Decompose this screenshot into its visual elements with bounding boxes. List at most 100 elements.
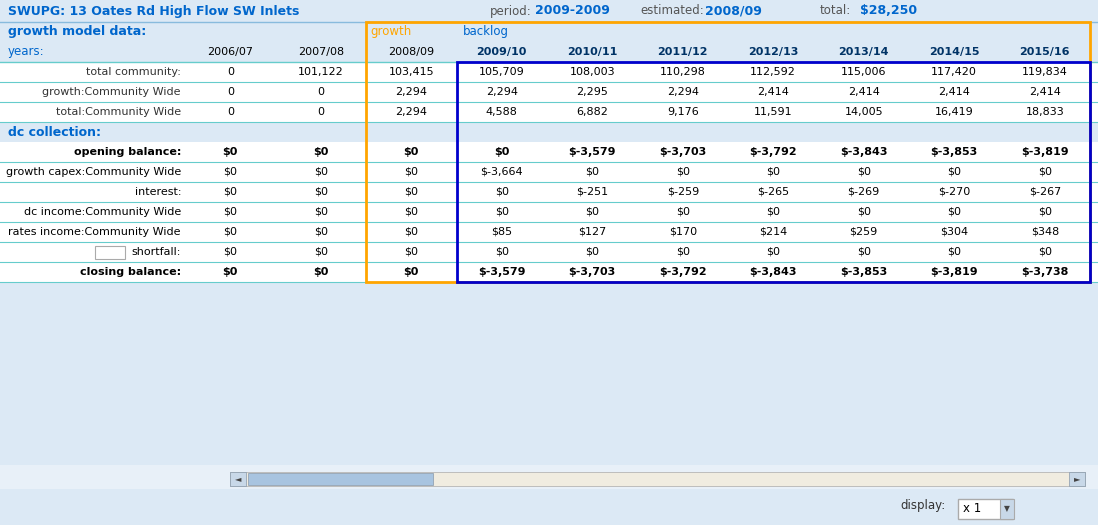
Text: $0: $0 [223,147,238,157]
Text: $0: $0 [1038,247,1052,257]
Text: $-269: $-269 [848,187,879,197]
Text: years:: years: [8,46,45,58]
Text: $-265: $-265 [758,187,789,197]
Text: 119,834: 119,834 [1022,67,1067,77]
Bar [1069,472,1085,486]
Text: $0: $0 [404,187,418,197]
Text: $0: $0 [948,167,961,177]
Text: $0: $0 [495,207,508,217]
Text: 11,591: 11,591 [754,107,793,117]
Text: growth capex:Community Wide: growth capex:Community Wide [5,167,181,177]
Text: $348: $348 [1031,227,1058,237]
Text: $0: $0 [948,207,961,217]
Text: opening balance:: opening balance: [74,147,181,157]
Text: 2010/11: 2010/11 [567,47,617,57]
Text: period:: period: [490,5,531,17]
Text: $-3,579: $-3,579 [569,147,616,157]
Text: 18,833: 18,833 [1026,107,1064,117]
Text: $0: $0 [585,247,600,257]
Text: 0: 0 [317,107,324,117]
Text: $0: $0 [404,267,419,277]
Text: closing balance:: closing balance: [80,267,181,277]
Bar [0,0,1098,22]
Text: 2,295: 2,295 [576,87,608,97]
Text: total:Community Wide: total:Community Wide [56,107,181,117]
Text: ►: ► [1074,475,1080,484]
Text: growth model data:: growth model data: [8,26,146,38]
Text: 2011/12: 2011/12 [658,47,708,57]
Text: 9,176: 9,176 [666,107,698,117]
Text: 110,298: 110,298 [660,67,706,77]
Text: 2,414: 2,414 [1029,87,1061,97]
Text: $-3,853: $-3,853 [840,267,887,277]
Text: $-3,819: $-3,819 [930,267,978,277]
Text: $0: $0 [856,167,871,177]
Text: backlog: backlog [462,26,508,38]
Bar [0,42,1098,62]
Text: $-259: $-259 [666,187,698,197]
Text: 14,005: 14,005 [844,107,883,117]
Bar [0,262,1098,282]
Text: $0: $0 [766,247,781,257]
Text: $0: $0 [314,247,327,257]
Bar [0,242,1098,262]
Text: 105,709: 105,709 [479,67,525,77]
Text: 101,122: 101,122 [298,67,344,77]
Text: 103,415: 103,415 [389,67,434,77]
Text: $0: $0 [675,207,690,217]
Bar [1000,499,1013,519]
Text: 2,414: 2,414 [939,87,971,97]
Text: $0: $0 [223,167,237,177]
Text: $0: $0 [404,247,418,257]
Text: display:: display: [900,499,945,512]
Text: $-267: $-267 [1029,187,1061,197]
Text: 0: 0 [227,107,234,117]
Text: $-3,703: $-3,703 [659,147,706,157]
Text: 2009/10: 2009/10 [477,47,527,57]
Text: $0: $0 [495,187,508,197]
Text: $0: $0 [1038,167,1052,177]
Text: $-3,703: $-3,703 [569,267,616,277]
Text: 0: 0 [317,87,324,97]
Text: 117,420: 117,420 [931,67,977,77]
Bar [879,489,1095,523]
Text: 112,592: 112,592 [750,67,796,77]
Text: $170: $170 [669,227,697,237]
Text: $0: $0 [223,187,237,197]
Bar [96,246,125,258]
Text: 2013/14: 2013/14 [839,47,889,57]
Text: $-3,792: $-3,792 [750,147,797,157]
Text: x 1: x 1 [963,502,982,516]
Text: 115,006: 115,006 [841,67,886,77]
Text: dc income:Community Wide: dc income:Community Wide [24,207,181,217]
Text: $0: $0 [314,227,327,237]
Bar [248,473,433,485]
Text: $0: $0 [948,247,961,257]
Bar [0,22,1098,42]
Text: $0: $0 [766,207,781,217]
Text: $-3,579: $-3,579 [478,267,526,277]
Bar [0,122,1098,142]
Text: $0: $0 [313,267,328,277]
Text: 2006/07: 2006/07 [208,47,254,57]
Text: $0: $0 [223,227,237,237]
Text: $0: $0 [314,167,327,177]
Bar [0,62,1098,82]
Text: $-3,664: $-3,664 [481,167,523,177]
Bar [0,222,1098,242]
Text: 2007/08: 2007/08 [298,47,344,57]
Text: 2008/09: 2008/09 [705,5,762,17]
Text: $-3,843: $-3,843 [840,147,887,157]
Bar [457,62,1090,282]
Text: 2,294: 2,294 [485,87,518,97]
Text: $0: $0 [404,167,418,177]
Text: $-3,792: $-3,792 [659,267,706,277]
Bar [0,102,1098,122]
Text: $0: $0 [223,247,237,257]
Text: 0: 0 [227,67,234,77]
Text: $0: $0 [404,147,419,157]
Text: 2008/09: 2008/09 [389,47,435,57]
Text: total:: total: [820,5,851,17]
Bar [957,499,1013,519]
Text: $0: $0 [223,207,237,217]
